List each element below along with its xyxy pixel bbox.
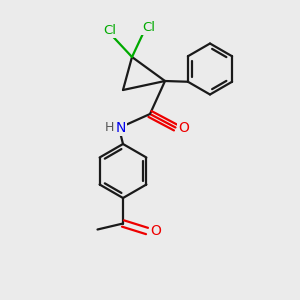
Text: H: H xyxy=(105,121,114,134)
Text: N: N xyxy=(116,121,126,134)
Text: Cl: Cl xyxy=(142,21,155,34)
Text: O: O xyxy=(150,224,161,238)
Text: O: O xyxy=(178,121,189,134)
Text: Cl: Cl xyxy=(103,24,116,38)
